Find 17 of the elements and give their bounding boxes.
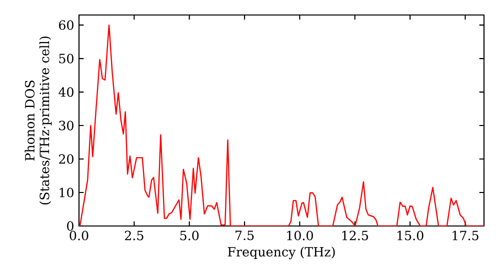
x-tick-label: 0.0 — [70, 230, 88, 240]
y-tick-label: 50 — [59, 54, 74, 64]
x-tick-label: 2.5 — [124, 230, 144, 240]
x-tick-label: 17.5 — [452, 230, 478, 240]
x-tick-label: 7.5 — [236, 230, 254, 240]
y-axis-title: Phonon DOS (States/THz·primitive cell) — [24, 36, 52, 204]
x-tick-label: 15.0 — [398, 230, 424, 240]
x-tick-label: 5.0 — [180, 230, 199, 240]
y-tick-label: 40 — [58, 87, 74, 97]
y-tick-label: 10 — [60, 188, 74, 198]
y-tick-label: 60 — [59, 20, 74, 30]
x-tick-label: 12.5 — [342, 230, 368, 240]
y-tick-label: 0 — [67, 221, 74, 231]
x-axis-title: Frequency (THz) — [228, 246, 335, 260]
x-tick-label: 10.0 — [287, 230, 313, 240]
y-tick-label: 20 — [59, 154, 74, 164]
y-tick-label: 30 — [59, 120, 74, 130]
